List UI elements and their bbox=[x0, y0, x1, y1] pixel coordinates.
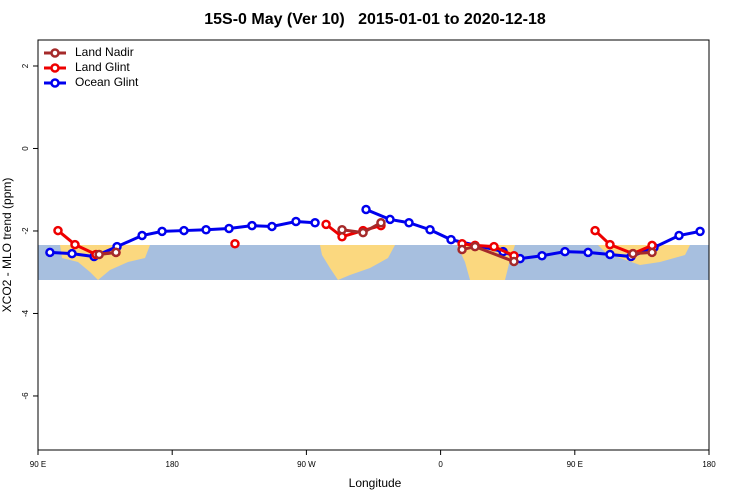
point bbox=[385, 214, 395, 225]
point bbox=[376, 217, 386, 228]
y-tick-label: -4 bbox=[21, 309, 30, 317]
y-tick-label: -2 bbox=[21, 227, 30, 235]
point bbox=[267, 221, 277, 232]
legend-label: Ocean Glint bbox=[75, 75, 139, 89]
point bbox=[590, 225, 600, 236]
point bbox=[361, 204, 371, 215]
point bbox=[201, 224, 211, 235]
point bbox=[404, 217, 414, 228]
legend-marker bbox=[50, 48, 60, 58]
point bbox=[53, 225, 63, 236]
legend-label: Land Glint bbox=[75, 60, 130, 74]
point bbox=[425, 224, 435, 235]
legend-item: Land Glint bbox=[44, 60, 130, 74]
point bbox=[137, 230, 147, 241]
series-line bbox=[461, 242, 515, 258]
point bbox=[509, 256, 519, 267]
point bbox=[321, 219, 331, 230]
series bbox=[94, 217, 657, 267]
point bbox=[247, 220, 257, 231]
map-band bbox=[38, 245, 709, 280]
plot-frame bbox=[37, 39, 710, 451]
point bbox=[358, 227, 368, 238]
point bbox=[45, 247, 55, 258]
y-tick-label: -6 bbox=[21, 392, 30, 400]
point bbox=[605, 249, 615, 260]
legend-label: Land Nadir bbox=[75, 45, 134, 59]
point bbox=[291, 216, 301, 227]
point bbox=[470, 241, 480, 252]
point bbox=[337, 224, 347, 235]
y-axis-label: XCO2 - MLO trend (ppm) bbox=[0, 178, 14, 313]
y-tick-label: 0 bbox=[21, 146, 30, 151]
chart-title: 15S-0 May (Ver 10) 2015-01-01 to 2020-12… bbox=[204, 11, 546, 28]
point bbox=[111, 247, 121, 258]
point bbox=[628, 248, 638, 259]
x-tick-label: 90 E bbox=[567, 460, 583, 469]
point bbox=[94, 249, 104, 260]
x-tick-label: 0 bbox=[438, 460, 443, 469]
point bbox=[230, 239, 240, 249]
point bbox=[446, 234, 456, 245]
series-line bbox=[594, 229, 653, 256]
point bbox=[674, 230, 684, 241]
point bbox=[70, 239, 80, 250]
point bbox=[537, 250, 547, 261]
point bbox=[457, 244, 467, 255]
legend-item: Land Nadir bbox=[44, 45, 134, 59]
point bbox=[605, 239, 615, 250]
x-tick-label: 180 bbox=[166, 460, 180, 469]
point bbox=[560, 246, 570, 257]
land bbox=[320, 245, 395, 280]
point bbox=[583, 247, 593, 258]
legend-item: Ocean Glint bbox=[44, 75, 139, 89]
point bbox=[67, 248, 77, 259]
y-tick-label: 2 bbox=[21, 63, 30, 68]
x-tick-label: 90 W bbox=[297, 460, 316, 469]
x-tick-label: 180 bbox=[702, 460, 716, 469]
point bbox=[157, 226, 167, 237]
point bbox=[489, 241, 499, 252]
x-axis-label: Longitude bbox=[349, 476, 402, 490]
point bbox=[310, 217, 320, 228]
legend-marker bbox=[50, 78, 60, 88]
point bbox=[647, 247, 657, 258]
legend-marker bbox=[50, 63, 60, 73]
point bbox=[224, 223, 234, 234]
point bbox=[695, 226, 705, 237]
x-tick-label: 90 E bbox=[30, 460, 46, 469]
point bbox=[179, 225, 189, 236]
